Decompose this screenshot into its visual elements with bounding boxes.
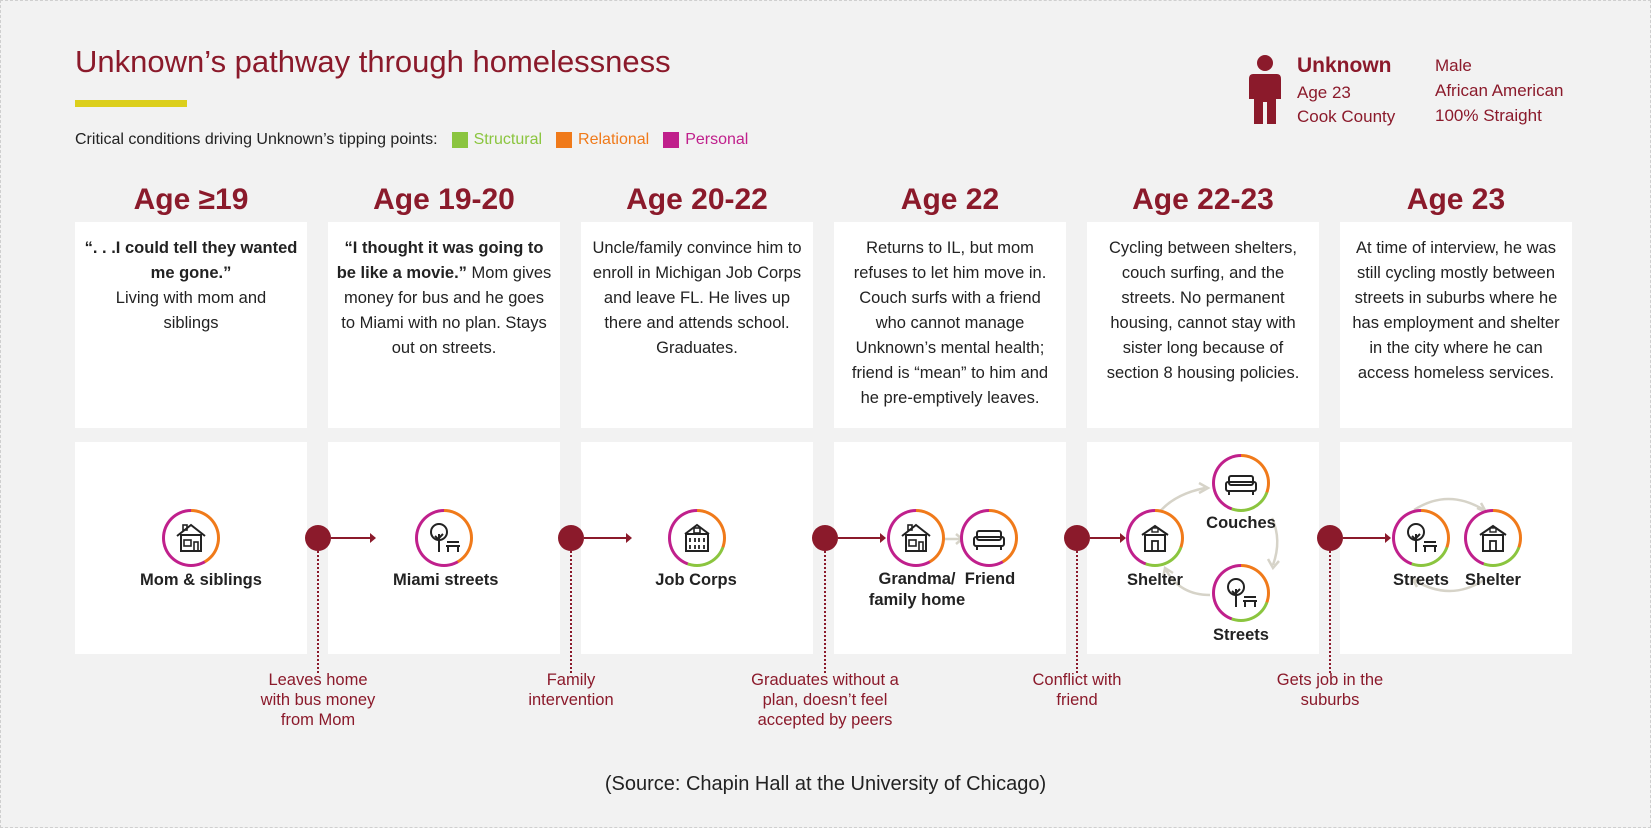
profile-race: African American: [1435, 81, 1564, 100]
stage-description: Returns to IL, but mom refuses to let hi…: [834, 222, 1066, 428]
stage-description: “. . .I could tell they wanted me gone.”…: [75, 222, 307, 428]
tipping-point-line: [824, 551, 826, 673]
tipping-point-marker: [1064, 525, 1090, 551]
stage-age: Age 20-22: [626, 183, 768, 216]
location-label: Shelter: [1465, 571, 1521, 589]
legend-item-personal: Personal: [663, 131, 748, 149]
stage-locations: [834, 442, 1066, 654]
location-label: Streets: [1393, 571, 1449, 589]
legend-label: Critical conditions driving Unknown’s ti…: [75, 131, 438, 148]
location-label: Friend: [964, 570, 1016, 588]
profile-name: Unknown: [1297, 54, 1392, 77]
tipping-point-arrow: [838, 533, 886, 543]
tipping-point-marker: [558, 525, 584, 551]
tree-bench-icon: [415, 509, 473, 567]
location-label: Streets: [1213, 626, 1269, 644]
stage-quote: “. . .I could tell they wanted me gone.”: [84, 239, 298, 282]
legend-item-relational: Relational: [556, 131, 649, 149]
location-label: Job Corps: [655, 571, 737, 589]
stage-text: Cycling between shelters, couch surfing,…: [1106, 239, 1300, 382]
location-label: Shelter: [1127, 571, 1183, 589]
tipping-point-marker: [812, 525, 838, 551]
tipping-point-line: [570, 551, 572, 673]
page-title: Unknown’s pathway through homelessness: [75, 44, 671, 79]
location-label: Miami streets: [393, 571, 499, 589]
stage-age: Age 22-23: [1132, 183, 1274, 216]
legend-personal-label: Personal: [685, 131, 749, 148]
stage-text: At time of interview, he was still cycli…: [1352, 239, 1560, 382]
legend-structural-label: Structural: [473, 131, 543, 148]
relational-swatch: [556, 132, 573, 148]
house-icon: [162, 509, 220, 567]
tipping-point-label: Family intervention: [528, 671, 614, 709]
stage-text: Uncle/family convince him to enroll in M…: [592, 239, 802, 357]
tipping-point-arrow: [331, 533, 376, 543]
tipping-point-line: [317, 551, 319, 673]
tipping-point-label: Gets job in the suburbs: [1276, 671, 1384, 709]
personal-swatch: [663, 132, 680, 148]
tipping-point-arrow: [1343, 533, 1391, 543]
source-note: (Source: Chapin Hall at the University o…: [604, 773, 1047, 795]
profile-gender: Male: [1435, 56, 1472, 75]
tipping-point-label: Graduates without a plan, doesn’t feel a…: [751, 671, 899, 729]
couch-icon: [960, 509, 1018, 567]
profile-age: Age 23: [1297, 83, 1351, 102]
shelter-icon: [1464, 509, 1522, 567]
stage-text: Living with mom and siblings: [115, 289, 267, 332]
stage-age: Age 22: [900, 183, 1000, 216]
tipping-point-marker: [1317, 525, 1343, 551]
title-accent-bar: [75, 100, 187, 107]
stage-age: Age 19-20: [373, 183, 515, 216]
tipping-point-label: Leaves home with bus money from Mom: [260, 671, 376, 729]
profile-county: Cook County: [1297, 107, 1396, 126]
stage-age: Age 23: [1406, 183, 1506, 216]
shelter-icon: [1126, 509, 1184, 567]
house-icon: [887, 509, 945, 567]
person-icon: [1249, 55, 1281, 124]
stage-description: At time of interview, he was still cycli…: [1340, 222, 1572, 428]
tipping-point-arrow: [584, 533, 632, 543]
tree-bench-icon: [1212, 564, 1270, 622]
stage-description: “I thought it was going to be like a mov…: [328, 222, 560, 428]
tipping-point-marker: [305, 525, 331, 551]
tree-bench-icon: [1392, 509, 1450, 567]
stage-description: Uncle/family convince him to enroll in M…: [581, 222, 813, 428]
stage-description: Cycling between shelters, couch surfing,…: [1087, 222, 1319, 428]
cycle-arrows: [1409, 497, 1489, 593]
location-label: Mom & siblings: [140, 571, 262, 589]
stage-text: Returns to IL, but mom refuses to let hi…: [851, 239, 1049, 407]
tipping-point-line: [1076, 551, 1078, 673]
structural-swatch: [451, 132, 468, 148]
building-icon: [668, 509, 726, 567]
stage-locations: [1340, 442, 1572, 654]
legend-item-structural: Structural: [451, 131, 543, 149]
tipping-point-arrow: [1090, 533, 1126, 543]
couch-icon: [1212, 454, 1270, 512]
legend-relational-label: Relational: [578, 131, 650, 148]
tipping-point-label: Conflict with friend: [1032, 671, 1122, 709]
stage-locations: [1087, 442, 1319, 654]
stage-quote: “I thought it was going to be like a mov…: [336, 239, 544, 282]
stage-text: Mom gives money for bus and he goes to M…: [341, 264, 552, 357]
tipping-point-line: [1329, 551, 1331, 673]
stage-age: Age ≥19: [133, 183, 249, 216]
legend: Critical conditions driving Unknown’s ti…: [75, 131, 748, 149]
location-label: Grandma/ family home: [868, 570, 966, 609]
location-label: Couches: [1206, 514, 1276, 532]
profile-orientation: 100% Straight: [1435, 106, 1542, 125]
